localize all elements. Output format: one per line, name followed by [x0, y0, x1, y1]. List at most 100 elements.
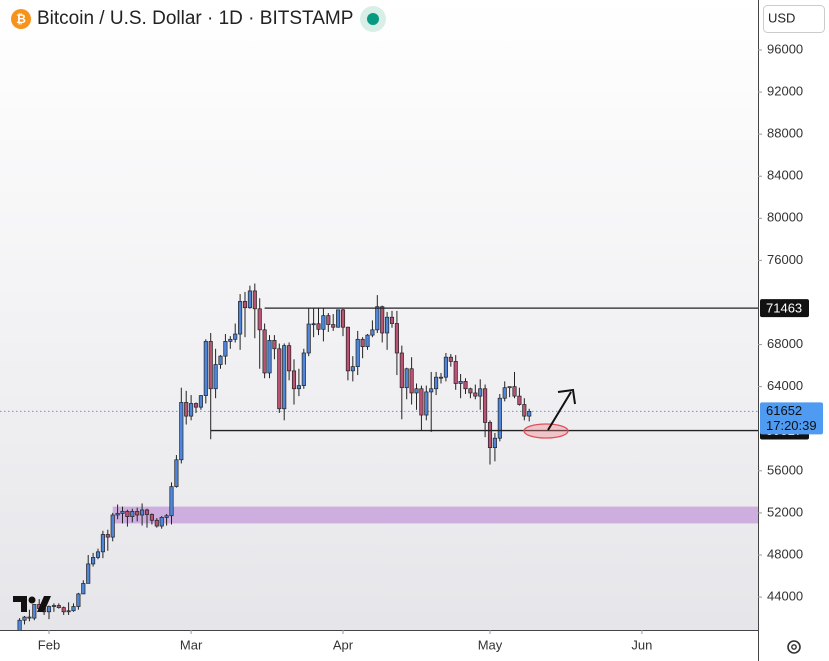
- candle-body: [282, 345, 287, 410]
- candle-body: [51, 605, 56, 607]
- candle-body: [110, 514, 115, 538]
- candle-body: [507, 386, 512, 389]
- candle-body: [17, 619, 22, 630]
- candle-body: [478, 388, 483, 397]
- candle-body: [404, 368, 409, 389]
- candle-body: [81, 583, 86, 595]
- candle-body: [380, 306, 385, 334]
- candle-body: [527, 411, 532, 417]
- candle-body: [291, 370, 297, 390]
- candle-body: [497, 397, 502, 439]
- candle-body: [424, 391, 429, 416]
- candle-body: [8, 638, 11, 640]
- candle-body: [164, 515, 169, 518]
- candle-body: [0, 641, 2, 644]
- y-tick-label: 44000: [767, 589, 803, 604]
- candle-body: [419, 388, 424, 416]
- candle-body: [61, 607, 66, 613]
- candle-body: [522, 404, 527, 417]
- candle-body: [517, 395, 522, 405]
- currency-label: USD: [768, 10, 795, 25]
- candle-body: [95, 551, 101, 558]
- market-status-dot: [367, 13, 379, 25]
- candle-body: [257, 308, 262, 331]
- candle-body: [311, 323, 316, 326]
- y-tick-label: 84000: [767, 168, 803, 183]
- candle-body: [179, 402, 184, 461]
- candle-body: [453, 361, 458, 384]
- candle-body: [331, 324, 336, 328]
- y-tick-label: 56000: [767, 462, 803, 477]
- candle-body: [502, 387, 507, 399]
- currency-button[interactable]: [763, 5, 825, 33]
- candle-body: [228, 338, 233, 342]
- bitcoin-icon: [11, 9, 31, 29]
- level-label-box: [760, 299, 809, 318]
- y-tick-label: 48000: [767, 546, 803, 561]
- candle-body: [154, 519, 159, 527]
- candle-body: [448, 356, 453, 362]
- candle-body: [296, 385, 301, 390]
- candle-body: [218, 355, 223, 365]
- candle-body: [189, 403, 194, 417]
- candle-body: [203, 341, 208, 396]
- candle-body: [238, 301, 243, 335]
- candle-body: [169, 486, 174, 517]
- candle-body: [473, 392, 478, 397]
- candle-body: [140, 509, 145, 516]
- candle-body: [213, 364, 218, 390]
- y-tick-label: 88000: [767, 126, 803, 141]
- candle-body: [458, 381, 463, 384]
- candle-body: [115, 513, 120, 516]
- candle-body: [326, 315, 331, 325]
- x-tick-label: May: [478, 637, 503, 652]
- candle-body: [316, 323, 321, 330]
- candle-body: [350, 366, 355, 372]
- candle-body: [385, 316, 390, 334]
- current-price-box: [760, 402, 823, 435]
- candle-body: [272, 340, 277, 350]
- candle-body: [262, 329, 267, 374]
- candle-body: [120, 510, 125, 514]
- candle-body: [434, 376, 439, 390]
- candle-body: [360, 338, 365, 348]
- candle-body: [86, 563, 91, 584]
- x-tick-label: Mar: [180, 637, 203, 652]
- current-price-label: 61652: [766, 403, 802, 418]
- candle-body: [242, 301, 248, 309]
- countdown-label: 17:20:39: [766, 418, 817, 433]
- candle-body: [46, 606, 52, 613]
- candle-body: [512, 386, 517, 397]
- candle-body: [22, 616, 27, 621]
- candle-body: [409, 368, 414, 394]
- candle-body: [336, 309, 341, 328]
- candle-body: [375, 306, 380, 331]
- y-tick-label: 92000: [767, 83, 803, 98]
- y-tick-label: 76000: [767, 252, 803, 267]
- tradingview-logo: [13, 596, 51, 612]
- x-tick-label: Feb: [38, 637, 60, 652]
- candle-body: [340, 309, 346, 328]
- candle-body: [198, 395, 203, 408]
- candle-body: [56, 605, 61, 608]
- y-tick-label: 64000: [767, 378, 803, 393]
- candle-body: [208, 341, 213, 390]
- candle-body: [492, 437, 497, 449]
- x-tick-label: Apr: [333, 637, 354, 652]
- candle-body: [487, 422, 493, 449]
- candle-body: [71, 606, 76, 612]
- bitcoin-icon-glyph: ₿: [16, 12, 26, 26]
- settings-button[interactable]: [787, 640, 801, 654]
- candle-body: [394, 323, 399, 354]
- highlight-ellipse: [523, 423, 569, 439]
- candle-body: [174, 459, 179, 487]
- candle-body: [429, 388, 434, 393]
- candle-body: [3, 640, 6, 644]
- candle-body: [135, 511, 140, 516]
- candle-body: [247, 290, 252, 309]
- candle-body: [277, 348, 282, 410]
- candle-body: [267, 340, 272, 374]
- candle-body: [443, 356, 448, 378]
